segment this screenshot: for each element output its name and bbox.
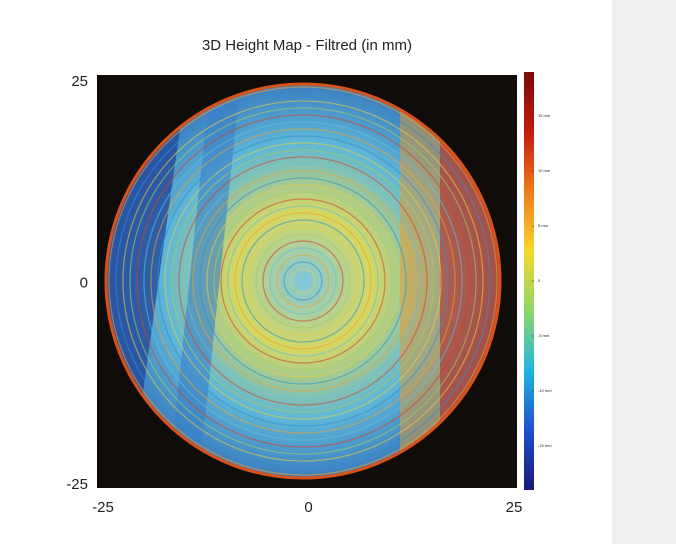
- ring: [143, 121, 463, 441]
- ring: [227, 205, 379, 357]
- y-tick-label: 0: [80, 274, 88, 291]
- ring: [248, 226, 358, 336]
- x-tick-label: 25: [506, 499, 523, 516]
- colorbar-tick-label: 0: [538, 278, 541, 283]
- ring: [115, 93, 491, 469]
- ring: [108, 86, 498, 476]
- ring: [206, 184, 400, 378]
- disc-edge: [104, 82, 502, 480]
- ring: [283, 261, 323, 301]
- ring: [122, 100, 484, 462]
- ring: [213, 191, 393, 371]
- colorbar-tick-label: -10 mm: [538, 388, 552, 393]
- colorbar-tick-label: 10 mm: [538, 168, 551, 173]
- colorbar-tick-label: 5 mm: [538, 223, 549, 228]
- x-tick-label: 0: [304, 499, 312, 516]
- chart-title: 3D Height Map - Filtred (in mm): [202, 37, 412, 54]
- ring: [157, 135, 449, 427]
- y-tick-label: 25: [71, 73, 88, 90]
- ring: [185, 163, 421, 399]
- colorbar: [524, 72, 534, 490]
- height-map: [106, 84, 500, 478]
- ring: [269, 247, 337, 315]
- ring: [220, 198, 386, 364]
- ring: [234, 212, 372, 350]
- ring: [192, 170, 414, 392]
- ring: [136, 114, 470, 448]
- colorbar-tick-label: -15 mm: [538, 443, 552, 448]
- ring: [129, 107, 477, 455]
- ring: [178, 156, 428, 406]
- ring: [171, 149, 435, 413]
- ring: [199, 177, 407, 385]
- ring: [241, 219, 365, 343]
- ring: [255, 233, 351, 329]
- colorbar-tick-label: -5 mm: [538, 333, 550, 338]
- ring: [262, 240, 344, 322]
- side-panel: [612, 0, 676, 544]
- x-tick-label: -25: [92, 499, 114, 516]
- ring: [164, 142, 442, 420]
- ring: [276, 254, 330, 308]
- y-tick-label: -25: [66, 476, 88, 493]
- ring: [290, 268, 316, 294]
- colorbar-tick-label: 15 mm: [538, 113, 551, 118]
- ring: [150, 128, 456, 434]
